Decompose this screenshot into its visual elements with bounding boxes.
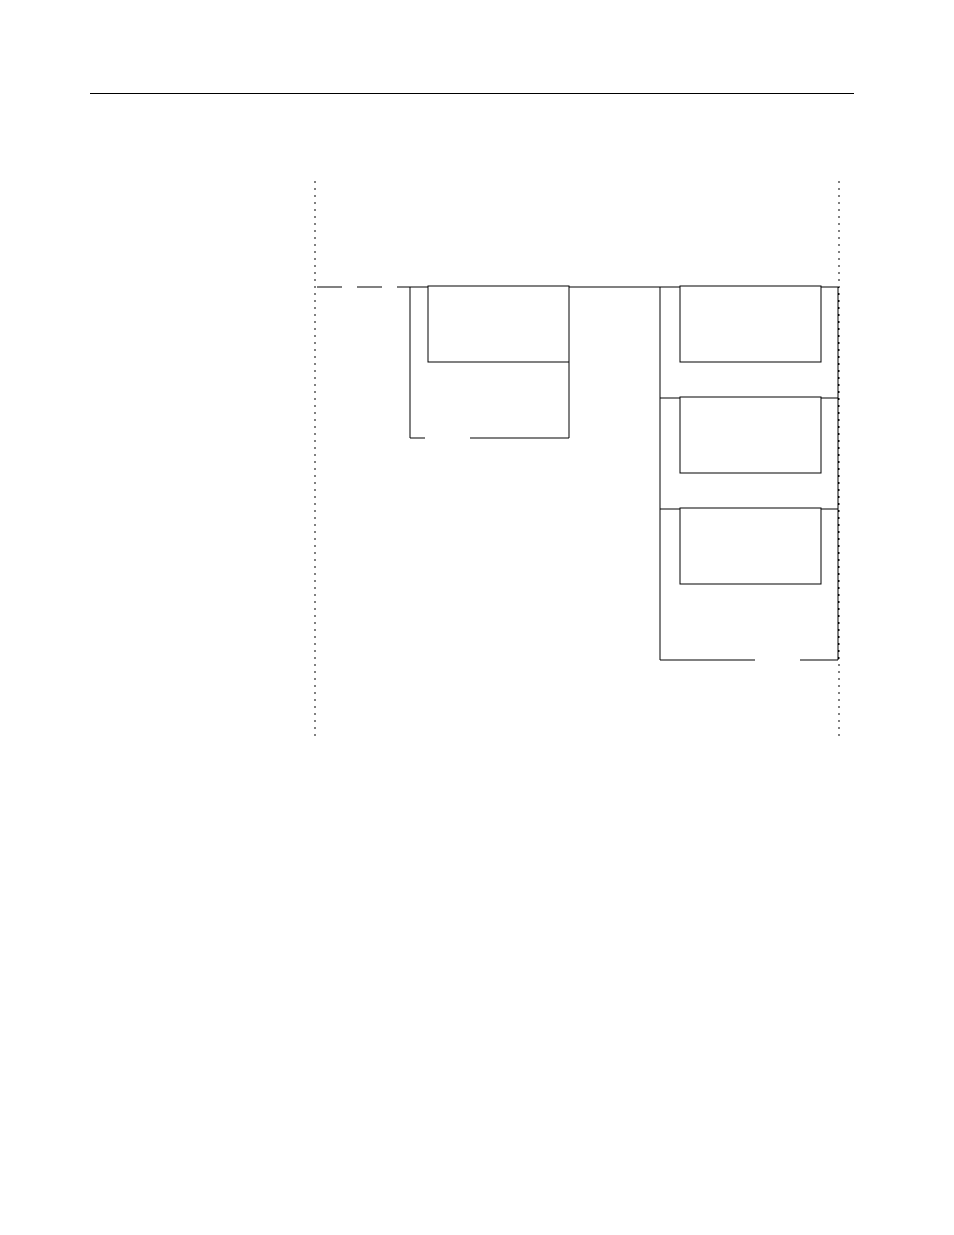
box-b3 <box>680 508 821 584</box>
box-b2 <box>680 397 821 473</box>
diagram-canvas <box>0 0 954 1235</box>
box-a <box>428 286 569 362</box>
box-b1 <box>680 286 821 362</box>
